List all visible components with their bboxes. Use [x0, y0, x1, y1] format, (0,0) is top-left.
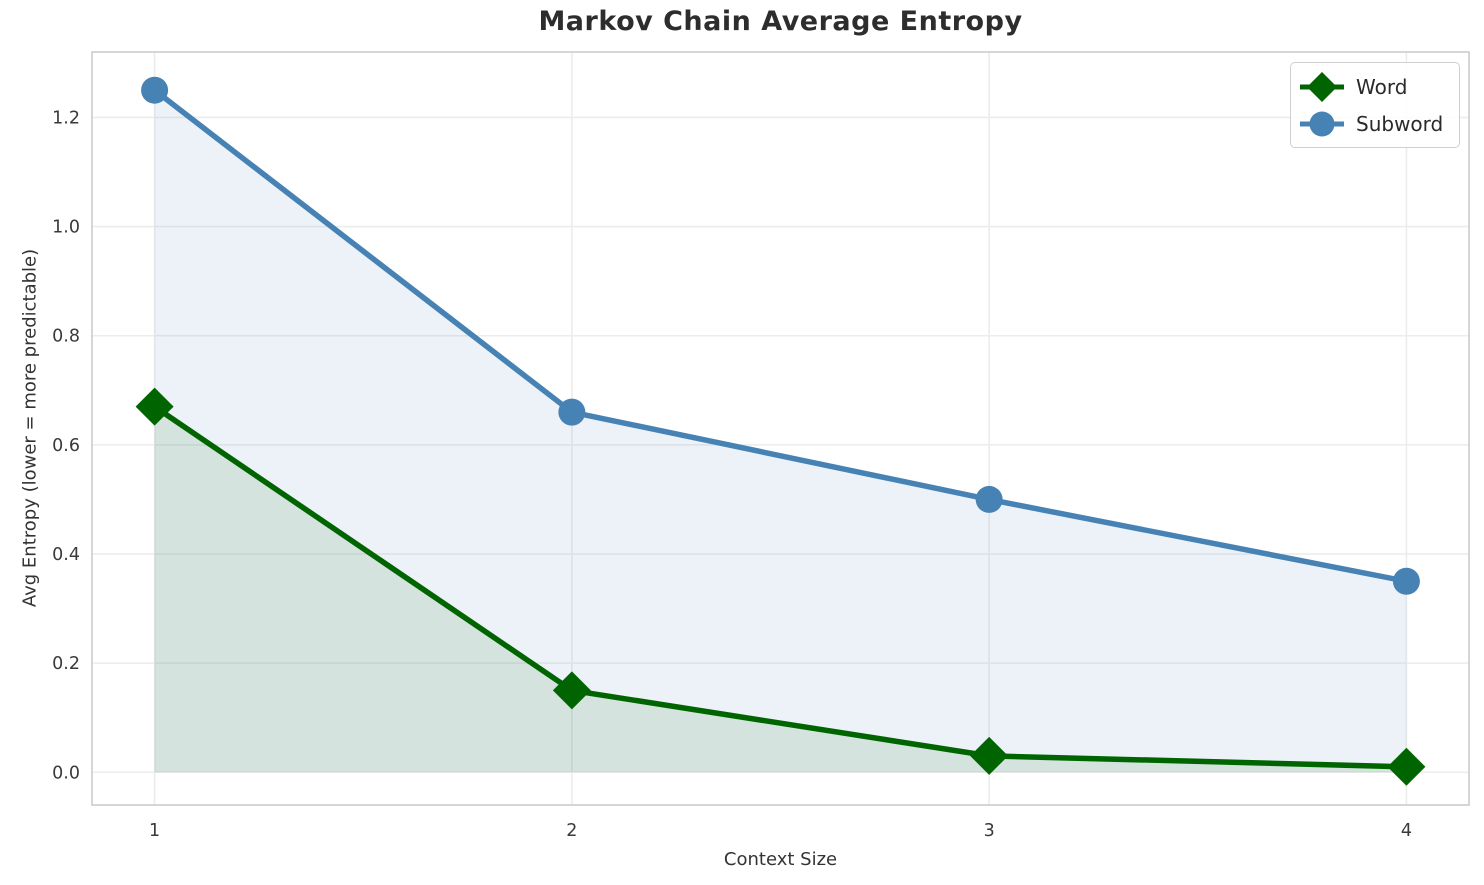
subword-circle-marker-icon: [1300, 111, 1344, 136]
y-tick-label: 1.2: [52, 108, 80, 128]
x-tick-label: 4: [1401, 821, 1412, 841]
x-tick-label: 1: [149, 821, 160, 841]
legend-label-word: Word: [1356, 74, 1408, 99]
y-tick-label: 0.6: [52, 436, 80, 456]
subword-series-line: [151, 87, 1410, 585]
legend-label-subword: Subword: [1356, 111, 1444, 136]
subword-data-point: [558, 398, 586, 426]
chart-title: Markov Chain Average Entropy: [538, 6, 1023, 37]
subword-data-point: [975, 485, 1003, 513]
word-data-point: [970, 736, 1009, 775]
y-tick-label: 1.0: [52, 218, 80, 238]
legend-item-word: Word: [1298, 68, 1451, 105]
y-axis-label: Avg Entropy (lower = more predictable): [19, 248, 41, 608]
x-tick-label: 2: [566, 821, 577, 841]
subword-area-fill: [154, 90, 1407, 773]
y-tick-label: 0.0: [52, 763, 80, 783]
y-tick-label: 0.2: [52, 654, 80, 674]
word-series-line: [151, 403, 1410, 770]
y-tick-label: 0.8: [52, 327, 80, 347]
word-data-point: [1387, 747, 1426, 786]
x-axis-label: Context Size: [723, 849, 838, 870]
legend-item-subword: Subword: [1298, 105, 1451, 142]
plot-border: [91, 51, 1470, 806]
subword-data-point: [1392, 567, 1420, 595]
word-data-point: [135, 387, 174, 426]
y-tick-label: 0.4: [52, 545, 80, 565]
legend: Word Subword: [1290, 62, 1460, 148]
subword-data-point: [141, 76, 169, 104]
word-data-point: [552, 671, 591, 710]
word-diamond-marker-icon: [1300, 71, 1344, 102]
word-area-fill: [154, 406, 1407, 773]
x-tick-label: 3: [984, 821, 995, 841]
